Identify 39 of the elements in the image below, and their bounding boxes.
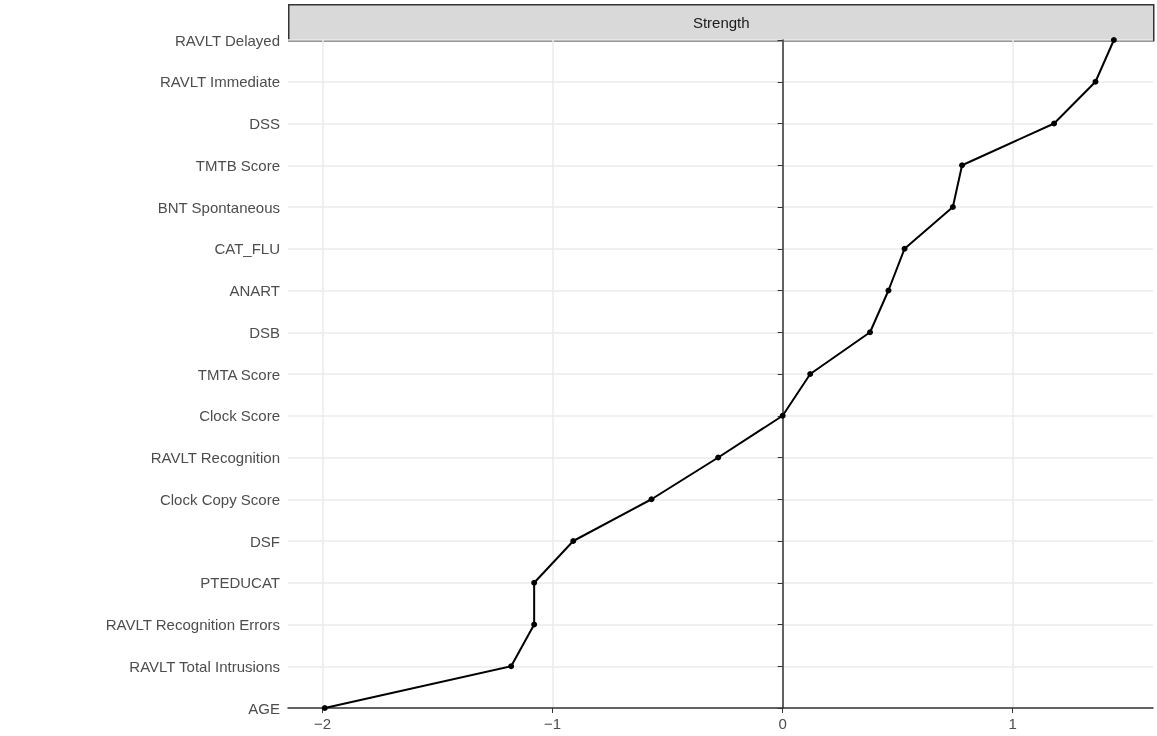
point [1110,37,1117,43]
point [648,496,655,503]
y-tick-label: TMTB Score [195,156,280,174]
y-tick-label: Clock Copy Score [159,490,280,508]
point [1092,78,1099,85]
point [779,412,786,419]
y-tick-label: DSF [250,532,280,550]
point [807,371,814,377]
y-tick-label: RAVLT Total Intrusions [129,657,280,675]
y-tick-label: Clock Score [199,407,280,425]
y-tick-label: AGE [248,699,280,717]
point [531,579,538,586]
point [949,204,956,210]
y-tick-label: DSS [249,115,280,132]
y-tick-label: PTEDUCAT [200,574,280,592]
x-tick-label: 1 [1008,715,1017,732]
y-tick-label: CAT_FLU [214,240,280,258]
y-tick-label: RAVLT Immediate [159,73,280,91]
chart-title: Strength [692,14,750,32]
x-tick-label: −2 [313,715,332,732]
x-tick-label: −1 [544,715,562,732]
point [901,245,908,252]
point [570,538,577,544]
y-tick-label: RAVLT Recognition [150,449,280,466]
y-tick-label: RAVLT Recognition Errors [105,616,280,633]
y-tick-label: ANART [229,282,280,299]
y-tick-label: DSB [249,323,280,341]
point [885,287,892,294]
point [867,329,874,336]
y-tick-label: BNT Spontaneous [157,198,280,216]
point [531,621,538,628]
y-tick-label: TMTA Score [197,365,280,383]
point [715,454,722,461]
point [508,663,515,670]
x-tick-label: 0 [778,715,787,732]
point [1051,120,1058,127]
point [321,705,328,711]
y-tick-label: RAVLT Delayed [174,31,280,49]
point [959,162,966,169]
